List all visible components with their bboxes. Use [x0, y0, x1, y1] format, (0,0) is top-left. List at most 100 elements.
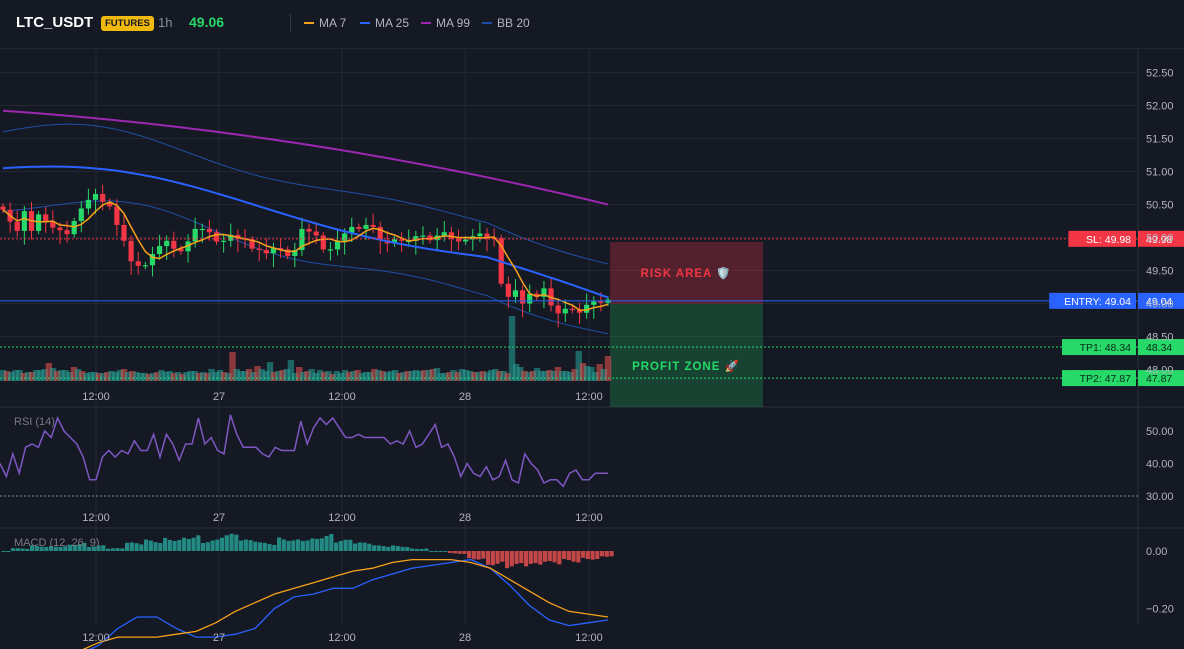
volume-bar: [195, 373, 203, 381]
legend-ma7[interactable]: MA 7: [304, 16, 346, 30]
price-tick-label: 49.50: [1146, 266, 1174, 278]
volume-bar: [0, 370, 7, 381]
volume-bar: [558, 371, 566, 381]
volume-bar: [362, 372, 370, 381]
macd-histogram-bar: [505, 551, 510, 569]
macd-histogram-bar: [296, 539, 301, 551]
volume-bar: [496, 371, 503, 381]
price-tick-label: 51.50: [1146, 134, 1174, 146]
volume-bar: [208, 369, 215, 381]
volume-bar: [166, 371, 174, 381]
rsi-title: RSI (14): [14, 416, 55, 428]
macd-histogram-bar: [429, 551, 434, 552]
legend-ma99[interactable]: MA 99: [421, 16, 470, 30]
candle-body: [14, 221, 20, 231]
macd-histogram-bar: [139, 544, 144, 551]
volume-bar: [563, 371, 570, 381]
symbol-label[interactable]: LTC_USDT: [16, 14, 94, 31]
volume-bar: [400, 372, 407, 381]
macd-histogram-bar: [167, 539, 172, 551]
macd-histogram-bar: [44, 546, 49, 551]
candle-body: [584, 304, 590, 313]
volume-bar: [521, 371, 528, 381]
rsi-tick-label: 40.00: [1146, 459, 1174, 471]
macd-histogram-bar: [581, 551, 586, 558]
volume-bar: [550, 371, 557, 381]
volume-bar: [596, 364, 603, 381]
macd-histogram-bar: [438, 551, 443, 552]
macd-histogram-bar: [348, 539, 353, 551]
volume-bar: [454, 372, 461, 381]
volume-bar: [337, 373, 345, 381]
entry-tag-label: ENTRY: 49.04: [1064, 296, 1131, 308]
volume-bar: [83, 373, 90, 381]
macd-histogram-bar: [471, 551, 476, 560]
candle-body: [178, 248, 184, 252]
volume-bar: [412, 370, 420, 381]
candle-body: [292, 250, 298, 256]
macd-histogram-bar: [196, 535, 201, 551]
price-tick-label: 50.00: [1146, 233, 1174, 245]
macd-histogram-bar: [476, 551, 481, 560]
volume-bar: [588, 367, 595, 381]
macd-histogram-bar: [462, 551, 467, 554]
macd-histogram-bar: [300, 540, 305, 551]
macd-histogram-bar: [557, 551, 562, 565]
macd-histogram-bar: [144, 539, 149, 551]
volume-bar: [229, 352, 236, 381]
macd-histogram-bar: [310, 538, 315, 551]
legend-ma25[interactable]: MA 25: [360, 16, 409, 30]
legend-swatch: [421, 22, 431, 24]
volume-bar: [567, 372, 574, 381]
volume-bar: [604, 356, 612, 381]
macd-histogram-bar: [319, 538, 324, 551]
macd-histogram-bar: [386, 546, 391, 551]
candle-body: [64, 230, 70, 235]
price-tick-label: 51.00: [1146, 167, 1174, 179]
volume-bar: [283, 369, 290, 381]
volume-bar: [279, 370, 286, 381]
volume-bar: [517, 367, 524, 381]
macd-histogram-bar: [153, 542, 158, 551]
volume-bar: [254, 366, 261, 381]
volume-bar: [250, 372, 257, 381]
entry-tag: [1049, 292, 1136, 309]
time-tick-label: 12:00: [82, 391, 110, 403]
macd-histogram-bar: [201, 542, 206, 551]
candle-body: [35, 214, 42, 231]
candle-body: [569, 308, 576, 311]
sl-tag-label: SL: 49.98: [1086, 234, 1131, 246]
rsi-line: [0, 414, 608, 488]
candle-body: [263, 250, 269, 254]
volume-bar: [492, 369, 499, 381]
volume-bar: [112, 372, 119, 381]
macd-histogram-bar: [362, 542, 367, 551]
legend-bb20[interactable]: BB 20: [482, 16, 530, 30]
macd-histogram-bar: [405, 546, 410, 551]
macd-histogram-bar: [590, 551, 595, 560]
volume-bar: [542, 371, 549, 381]
volume-bar: [37, 370, 44, 381]
candle-body: [270, 248, 277, 254]
tp2-tag-label: TP2: 47.87: [1080, 373, 1132, 385]
volume-bar: [200, 372, 207, 381]
volume-bar: [74, 369, 82, 381]
volume-bar: [354, 370, 361, 381]
volume-bar: [529, 371, 537, 381]
price-tick-label: 52.00: [1146, 101, 1174, 113]
candle-body: [455, 238, 462, 242]
price-tick-label: 50.50: [1146, 200, 1174, 212]
timeframe-label[interactable]: 1h: [158, 15, 173, 30]
macd-histogram-bar: [243, 539, 248, 551]
macd-histogram-bar: [571, 551, 576, 562]
candle-body: [57, 227, 63, 231]
macd-histogram-bar: [414, 548, 419, 551]
macd-histogram-bar: [106, 548, 111, 551]
time-tick-label: 28: [459, 512, 471, 524]
volume-bar: [483, 372, 491, 381]
candle-body: [21, 211, 27, 231]
ma99-line: [2, 109, 609, 206]
volume-bar: [437, 373, 445, 381]
candle-body: [320, 235, 326, 250]
